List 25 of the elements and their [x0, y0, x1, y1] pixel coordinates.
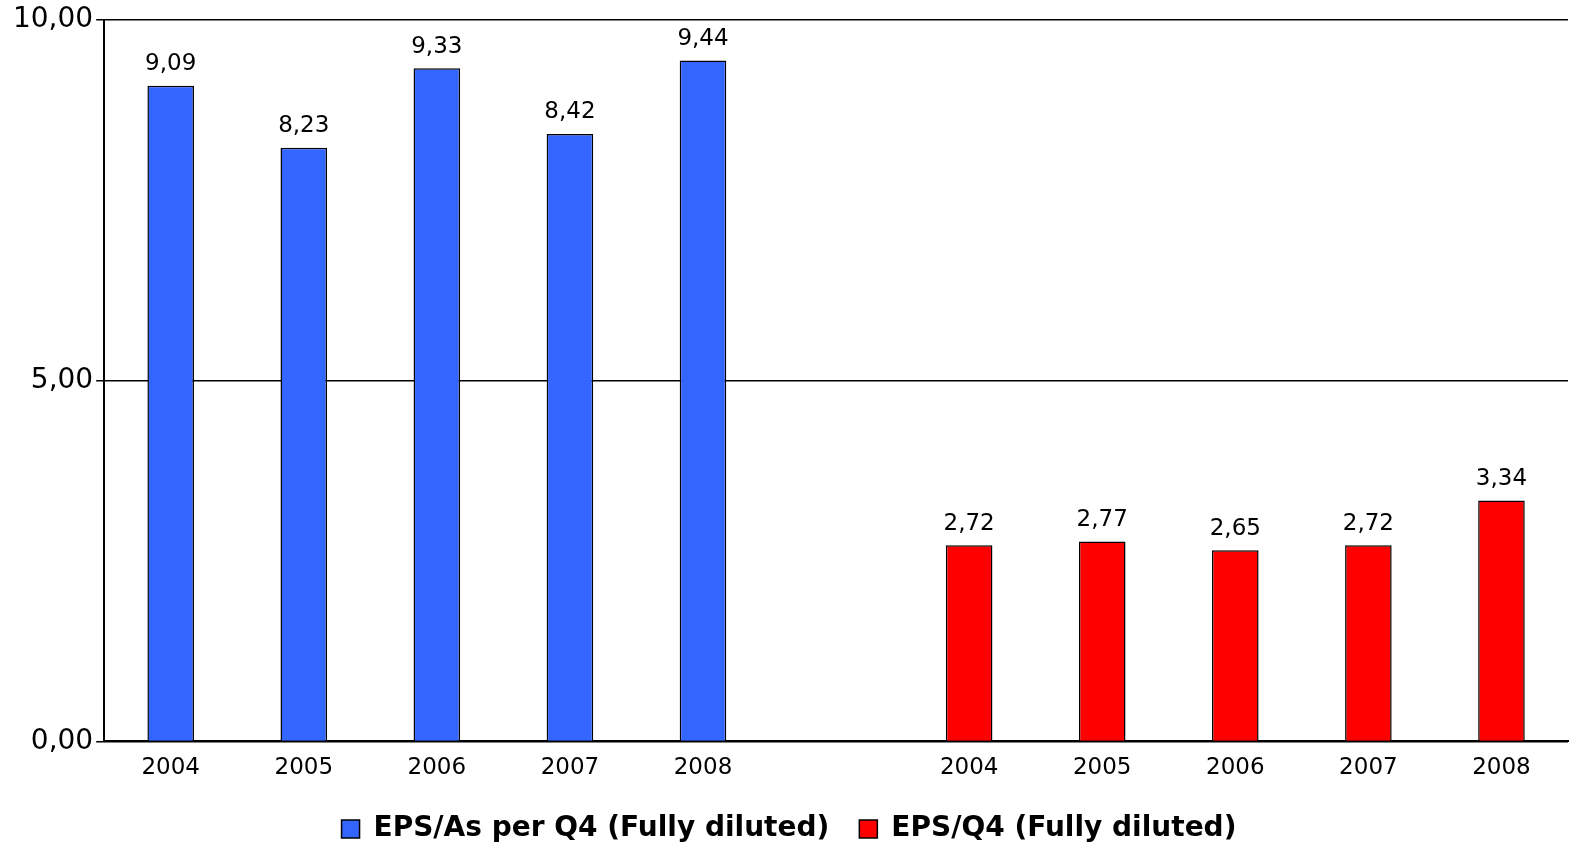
data-label: 9,09: [145, 49, 197, 76]
data-label: 2,72: [1342, 508, 1394, 535]
x-tick-label: 2004: [939, 753, 999, 780]
data-label: 8,23: [278, 111, 330, 138]
legend-label: EPS/As per Q4 (Fully diluted): [373, 810, 830, 844]
x-tick-label: 2008: [1472, 753, 1531, 780]
x-tick-label: 2005: [1072, 753, 1132, 780]
x-tick-label: 2007: [540, 753, 600, 780]
x-tick-label: 2004: [141, 753, 200, 780]
data-label: 2,77: [1076, 505, 1128, 532]
data-label: 9,33: [411, 31, 463, 58]
data-label: 2,65: [1209, 513, 1261, 540]
legend-label: EPS/Q4 (Fully diluted): [891, 810, 1237, 844]
y-tick-label: 5,00: [30, 361, 94, 395]
data-label: 9,44: [677, 23, 729, 50]
y-tick-label: 0,00: [30, 722, 94, 756]
data-label: 3,34: [1475, 463, 1528, 490]
x-tick-label: 2005: [274, 753, 334, 780]
x-tick-label: 2007: [1339, 753, 1398, 780]
x-tick-label: 2006: [1206, 753, 1265, 780]
x-tick-label: 2006: [407, 753, 467, 780]
data-label: 8,42: [544, 97, 596, 124]
x-tick-label: 2008: [673, 753, 733, 780]
data-label: 2,72: [943, 508, 995, 535]
y-tick-label: 10,00: [12, 1, 94, 35]
